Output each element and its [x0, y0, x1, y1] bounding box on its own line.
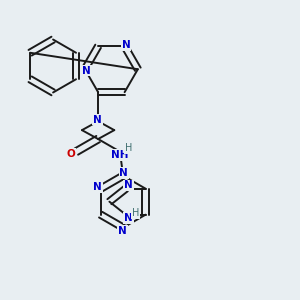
Text: O: O [66, 149, 75, 159]
Text: N: N [93, 115, 102, 124]
Text: H: H [124, 143, 132, 153]
Text: N: N [124, 213, 133, 223]
Text: N: N [124, 181, 133, 190]
Text: NH: NH [111, 150, 129, 160]
Text: H: H [132, 208, 139, 218]
Text: N: N [122, 40, 130, 50]
Text: N: N [82, 65, 91, 76]
Text: N: N [119, 168, 128, 178]
Text: N: N [118, 226, 127, 236]
Text: N: N [93, 182, 102, 192]
